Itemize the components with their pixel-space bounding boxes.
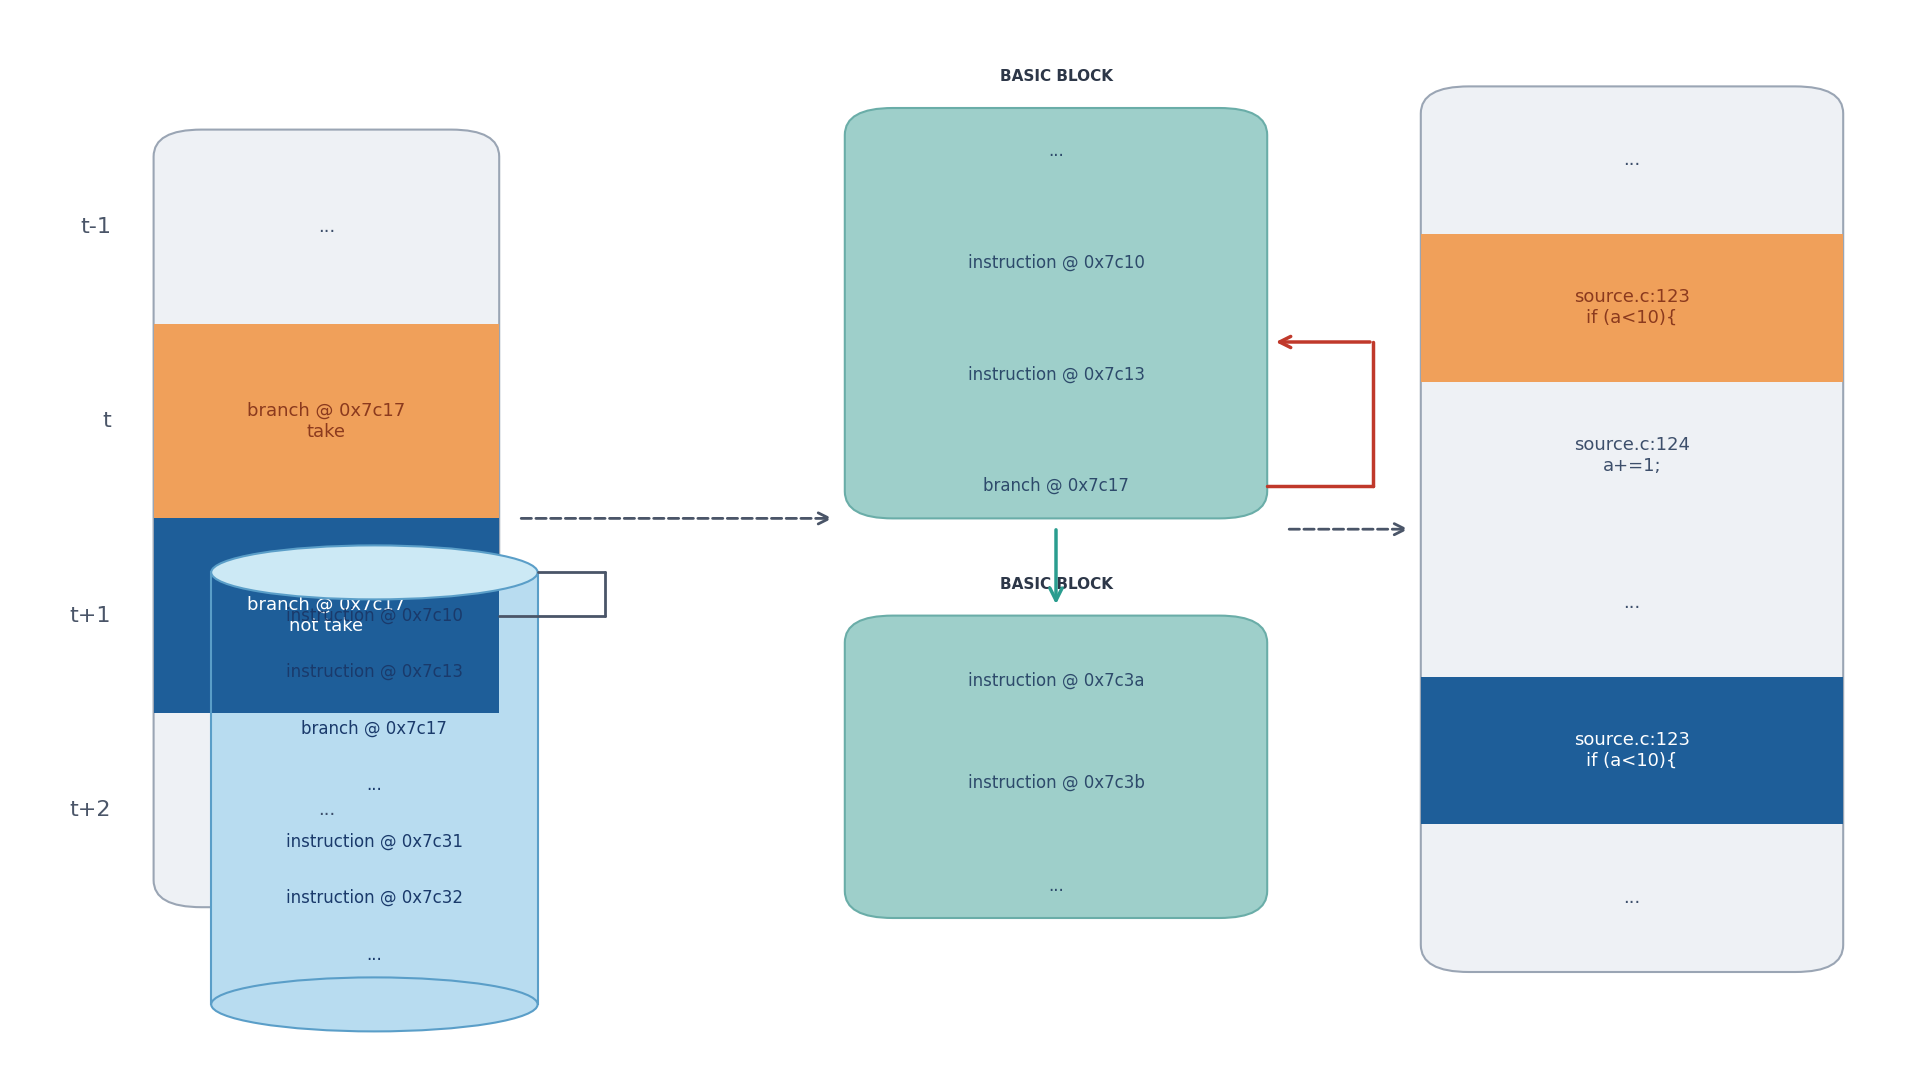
Text: branch @ 0x7c17
take: branch @ 0x7c17 take [248, 402, 405, 441]
Text: source.c:123
if (a<10){: source.c:123 if (a<10){ [1574, 288, 1690, 327]
Text: ...: ... [1048, 143, 1064, 160]
Text: ...: ... [1624, 889, 1640, 907]
Text: t+1: t+1 [69, 606, 111, 625]
Text: source.c:123
if (a<10){: source.c:123 if (a<10){ [1574, 731, 1690, 770]
FancyBboxPatch shape [154, 324, 499, 518]
Text: branch @ 0x7c17: branch @ 0x7c17 [983, 477, 1129, 495]
FancyBboxPatch shape [845, 108, 1267, 518]
Text: ...: ... [319, 801, 334, 819]
Bar [211, 572, 538, 1004]
FancyBboxPatch shape [1421, 234, 1843, 381]
Ellipse shape [211, 977, 538, 1031]
Text: instruction @ 0x7c31: instruction @ 0x7c31 [286, 833, 463, 851]
Text: source.c:124
a+=1;: source.c:124 a+=1; [1574, 436, 1690, 475]
Text: instruction @ 0x7c13: instruction @ 0x7c13 [968, 365, 1144, 383]
Text: t: t [102, 411, 111, 431]
Text: instruction @ 0x7c13: instruction @ 0x7c13 [286, 663, 463, 681]
Text: branch @ 0x7c17
not take: branch @ 0x7c17 not take [248, 596, 405, 635]
Text: instruction @ 0x7c10: instruction @ 0x7c10 [286, 607, 463, 624]
Text: BASIC BLOCK: BASIC BLOCK [1000, 577, 1112, 592]
Text: BASIC BLOCK: BASIC BLOCK [1000, 69, 1112, 84]
Text: ...: ... [367, 777, 382, 794]
FancyBboxPatch shape [1421, 677, 1843, 824]
Text: branch @ 0x7c17: branch @ 0x7c17 [301, 719, 447, 738]
Text: ...: ... [1624, 151, 1640, 170]
Text: instruction @ 0x7c3b: instruction @ 0x7c3b [968, 774, 1144, 792]
Text: ...: ... [1048, 877, 1064, 894]
Text: t+2: t+2 [69, 800, 111, 820]
FancyBboxPatch shape [1421, 86, 1843, 972]
Text: instruction @ 0x7c3a: instruction @ 0x7c3a [968, 672, 1144, 689]
FancyBboxPatch shape [154, 518, 499, 713]
FancyBboxPatch shape [845, 616, 1267, 918]
Text: ...: ... [1624, 594, 1640, 612]
Text: ...: ... [367, 946, 382, 963]
Text: instruction @ 0x7c32: instruction @ 0x7c32 [286, 889, 463, 907]
Text: t-1: t-1 [81, 217, 111, 237]
Text: ...: ... [319, 218, 334, 235]
FancyBboxPatch shape [154, 130, 499, 907]
Text: instruction @ 0x7c10: instruction @ 0x7c10 [968, 254, 1144, 272]
Ellipse shape [211, 545, 538, 599]
